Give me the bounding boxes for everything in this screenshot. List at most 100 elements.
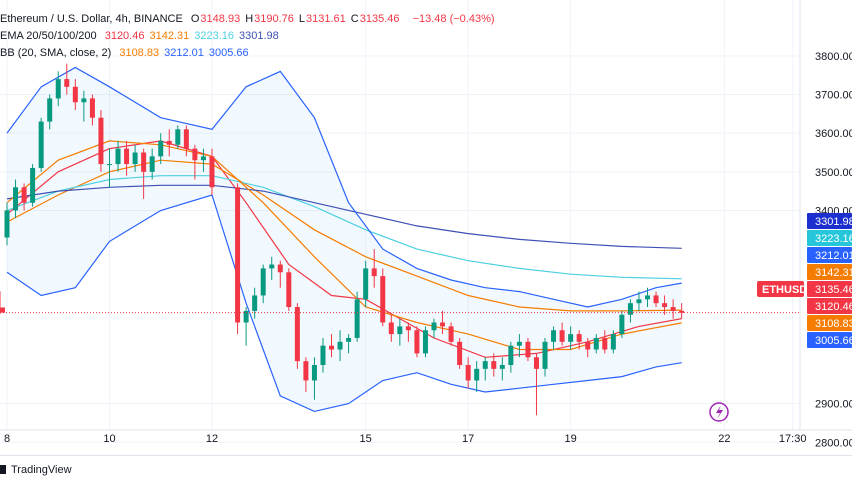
candle-body-7	[64, 79, 70, 87]
candle-body-44	[397, 326, 403, 335]
x-tick-label-3: 15	[360, 433, 372, 445]
candle-body-37	[337, 341, 343, 350]
series-line-4	[6, 66, 682, 308]
legend-bb-values: 3108.83 3212.01 3005.66	[119, 47, 253, 59]
candle-body-45	[405, 326, 411, 331]
candle-body-25	[235, 187, 241, 323]
price-tag-label-0: 3301.98	[815, 216, 852, 228]
candle-body-22	[192, 148, 198, 161]
candle-body-75	[662, 303, 668, 308]
legend-bb-value-2: 3005.66	[208, 47, 249, 59]
candle-body-8	[72, 86, 78, 103]
y-tick-label-1: 3700.00	[815, 90, 852, 102]
candle-body-73	[645, 295, 650, 300]
series-line-0	[6, 140, 682, 358]
candle-body-74	[653, 295, 659, 304]
candle-body-4	[38, 121, 44, 168]
legend-symbol-row: Ethereum / U.S. Dollar, 4h, BINANCE O314…	[0, 12, 500, 26]
price-tags: 3301.98 3223.16 3212.01 3142.31 3135.46 3120.…	[757, 213, 852, 348]
series-line-2	[6, 175, 682, 280]
candle-body-19	[166, 140, 172, 145]
candle-body-17	[149, 156, 155, 172]
y-tick-label-2: 3600.00	[815, 128, 852, 140]
candle-body-76	[670, 307, 676, 311]
candle-body-42	[380, 276, 386, 323]
candle-body-65	[576, 334, 582, 342]
candlesticks[interactable]	[0, 63, 685, 416]
candle-body-70	[619, 314, 625, 335]
candle-body-18	[158, 140, 164, 157]
candle-body-59	[525, 341, 531, 358]
tradingview-logo[interactable]: TradingView	[0, 464, 72, 476]
legend-ohlc-value-0: 3148.93	[200, 13, 241, 25]
candle-body-39	[354, 299, 360, 338]
candle-body-24	[209, 156, 215, 188]
candle-body-20	[175, 129, 181, 145]
legend-ema-values: 3120.46 3142.31 3223.16 3301.98	[105, 30, 284, 42]
x-tick-label-7: 17:30	[779, 433, 807, 445]
candle-body-11	[98, 117, 104, 165]
candle-body-35	[320, 345, 326, 365]
candle-body-61	[542, 341, 548, 369]
candle-body-10	[89, 98, 95, 118]
candle-body-46	[414, 330, 420, 354]
candle-body-5	[47, 98, 53, 122]
legend-ohlc-value-2: 3131.61	[306, 13, 346, 25]
grid-lines	[0, 0, 800, 443]
legend-symbol[interactable]: Ethereum / U.S. Dollar, 4h, BINANCE	[0, 13, 183, 25]
replay-icon[interactable]	[709, 402, 729, 422]
price-tag-bg-0	[807, 213, 852, 229]
price-tag-label-4: 3135.46	[815, 284, 852, 296]
candle-body-54	[482, 361, 488, 369]
candle-body-43	[388, 322, 394, 335]
legend-ema-value-1: 3142.31	[149, 30, 190, 42]
price-tag-bg-2	[807, 247, 852, 263]
price-axis[interactable]: 3800.003700.003600.003500.003400.002900.…	[815, 51, 852, 449]
candle-body-41	[371, 268, 377, 277]
candle-body-23	[200, 156, 206, 161]
candle-body-47	[422, 330, 428, 354]
candle-body-1	[13, 187, 19, 211]
candle-body-6	[55, 79, 61, 99]
time-axis[interactable]: 8 10 12 15 17 19 22 17:30	[0, 429, 852, 445]
legend-bb-row: BB (20, SMA, close, 2) 3108.83 3212.01 300…	[0, 46, 259, 60]
candle-body-3	[30, 167, 36, 203]
replay-icon-bolt	[716, 405, 723, 419]
candle-body-28	[260, 268, 266, 296]
legend-ema-value-3: 3301.98	[239, 30, 279, 42]
candle-body-26	[243, 310, 249, 323]
candle-body-77	[679, 310, 685, 313]
legend-bb-label[interactable]: BB (20, SMA, close, 2)	[0, 47, 112, 59]
candle-body-49	[440, 322, 446, 327]
price-tag-bg-1	[807, 230, 852, 246]
candle-body-58	[516, 341, 522, 346]
legend-change: −13.48 (−0.43%)	[412, 13, 495, 25]
candle-body-34	[311, 365, 317, 381]
series-line-6	[6, 194, 682, 413]
candle-body-67	[593, 337, 599, 350]
price-tag-label-2: 3212.01	[815, 250, 852, 262]
candle-body-2	[21, 187, 27, 203]
x-tick-label-0: 8	[4, 433, 10, 445]
legend-ema-label[interactable]: EMA 20/50/100/200	[0, 30, 97, 42]
tradingview-logo-icon	[0, 465, 6, 474]
candle-body-68	[602, 337, 608, 350]
candle-body-9	[81, 98, 87, 103]
legend-ema-row: EMA 20/50/100/200 3120.46 3142.31 3223.16 3…	[0, 29, 289, 43]
candle-body-64	[568, 334, 574, 342]
price-tag-bg-4	[807, 281, 852, 297]
x-tick-label-1: 10	[103, 433, 115, 445]
bollinger-band-fill	[7, 67, 682, 412]
candle-body-38	[346, 337, 352, 342]
x-tick-label-4: 17	[462, 433, 474, 445]
series-line-3	[6, 184, 682, 249]
legend-ohlc-label-3: C	[350, 13, 359, 25]
replay-icon-ring	[709, 402, 729, 422]
candle-body-33	[303, 361, 309, 381]
y-tick-label-3: 3500.00	[815, 167, 852, 179]
price-tag-label-5: 3120.46	[815, 301, 852, 313]
candle-body-31	[286, 272, 292, 308]
candle-body-78	[0, 307, 5, 313]
candle-body-32	[294, 307, 300, 362]
